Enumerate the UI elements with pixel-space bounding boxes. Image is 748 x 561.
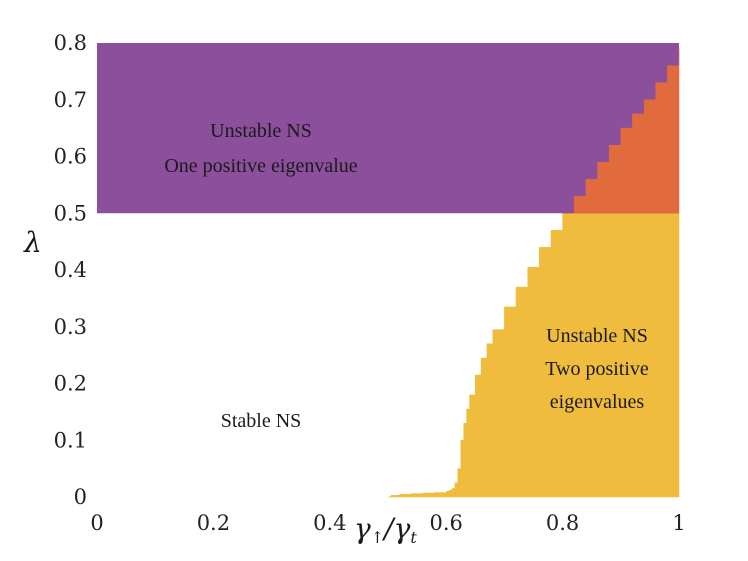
stable-ns-label: Stable NS (221, 410, 302, 432)
x-tick-label: 0.4 (313, 511, 346, 535)
unstable-two-eigenvalues-region (388, 213, 680, 498)
unstable-two-eigenvalues-label: Two positive (545, 358, 649, 380)
y-tick-label: 0.7 (54, 88, 87, 112)
y-tick-label: 0.3 (54, 315, 87, 339)
axes-layer: 0 0.1 0.2 0.3 0.4 0.5 0.6 0.7 0.8 0 0.2 0.4 0.6 0.8 1 λ… (23, 31, 686, 547)
y-tick-label: 0.5 (54, 201, 87, 225)
y-tick-label: 0.2 (54, 372, 87, 396)
overlap-region (562, 48, 680, 214)
y-tick-label: 0 (74, 485, 87, 509)
unstable-two-eigenvalues-label: Unstable NS (546, 325, 648, 347)
unstable-one-eigenvalue-label: Unstable NS (210, 120, 312, 142)
x-tick-label: 0.6 (429, 511, 462, 535)
x-tick-label: 0.2 (197, 511, 230, 535)
y-tick-label: 0.8 (54, 31, 87, 55)
x-tick-label: 0 (90, 511, 103, 535)
x-axis-label: γ↑/γt (354, 512, 417, 547)
unstable-one-eigenvalue-label: One positive eigenvalue (164, 155, 357, 177)
region-labels-layer: Unstable NS One positive eigenvalue Unstab… (164, 120, 649, 432)
x-tick-label: 0.8 (546, 511, 579, 535)
y-tick-label: 0.6 (54, 145, 87, 169)
x-tick-label: 1 (672, 511, 685, 535)
y-axis-label: λ (23, 226, 42, 259)
unstable-two-eigenvalues-label: eigenvalues (550, 391, 645, 413)
y-tick-label: 0.4 (54, 258, 87, 282)
regions-layer (97, 43, 680, 498)
y-tick-label: 0.1 (54, 428, 87, 452)
unstable-one-eigenvalue-region (97, 43, 679, 214)
